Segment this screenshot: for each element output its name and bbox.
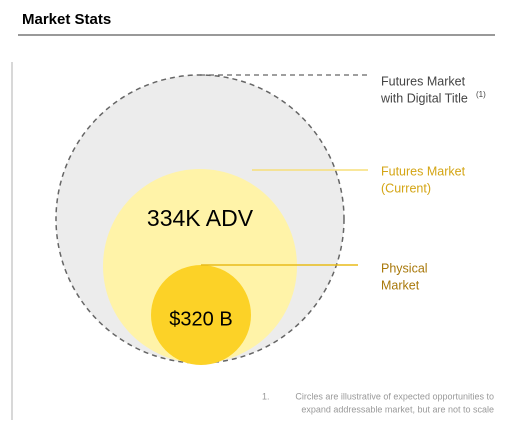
middle-value: 334K ADV bbox=[147, 205, 254, 231]
inner-label: Market bbox=[381, 278, 420, 292]
title: Market Stats bbox=[22, 11, 111, 28]
inner-circle bbox=[151, 265, 251, 365]
footnote-number: 1. bbox=[262, 391, 270, 401]
middle-label: (Current) bbox=[381, 181, 431, 195]
footnote-text: expand addressable market, but are not t… bbox=[301, 404, 494, 414]
inner-value: $320 B bbox=[169, 308, 232, 330]
note-ref: (1) bbox=[476, 90, 486, 99]
footnote-text: Circles are illustrative of expected opp… bbox=[295, 391, 494, 401]
middle-label: Futures Market bbox=[381, 164, 466, 178]
outer-label: Futures Market bbox=[381, 74, 466, 88]
inner-label: Physical bbox=[381, 261, 428, 275]
outer-label: with Digital Title bbox=[380, 91, 468, 105]
